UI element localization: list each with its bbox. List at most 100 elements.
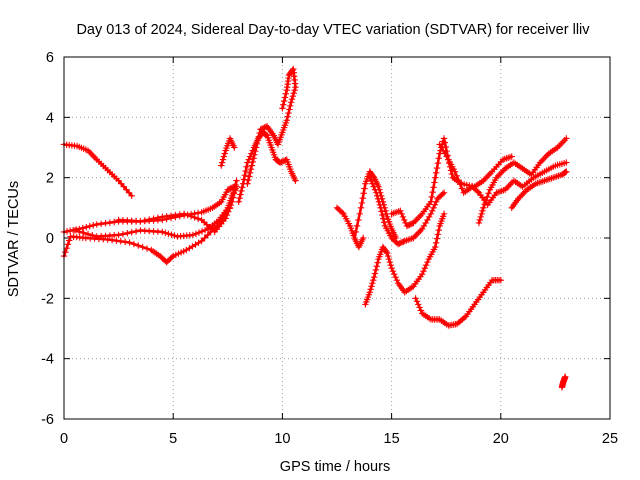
data-point xyxy=(171,232,178,239)
data-point xyxy=(236,194,243,202)
x-tick-label: 25 xyxy=(602,431,618,447)
data-point xyxy=(253,140,261,148)
series-11 xyxy=(362,210,448,308)
data-point xyxy=(369,180,376,187)
data-point xyxy=(145,216,153,223)
data-point xyxy=(508,153,515,160)
data-point xyxy=(233,177,240,184)
data-point xyxy=(218,162,225,169)
data-point xyxy=(201,226,209,234)
data-point xyxy=(62,248,69,256)
data-point xyxy=(375,198,383,205)
data-point xyxy=(246,173,253,180)
data-point xyxy=(417,307,425,314)
data-point xyxy=(398,210,405,218)
data-point xyxy=(432,239,440,247)
data-point xyxy=(372,266,380,274)
data-point xyxy=(221,150,228,157)
data-point xyxy=(433,235,441,242)
data-point xyxy=(451,168,459,175)
data-point xyxy=(397,207,404,215)
data-point xyxy=(247,166,255,173)
data-point xyxy=(370,274,378,281)
data-point xyxy=(380,215,387,222)
data-point xyxy=(352,228,359,236)
data-point xyxy=(440,135,448,142)
data-point xyxy=(104,236,111,243)
data-point xyxy=(430,204,437,212)
data-point xyxy=(154,214,162,221)
x-tick-label: 5 xyxy=(169,431,177,447)
data-point xyxy=(286,70,294,78)
data-point xyxy=(422,261,430,269)
data-point xyxy=(192,230,200,237)
data-point xyxy=(198,237,205,245)
data-point xyxy=(255,133,263,140)
series-5 xyxy=(115,177,240,236)
data-point xyxy=(374,195,382,202)
data-point xyxy=(379,211,386,219)
series-1 xyxy=(60,141,135,199)
data-point xyxy=(143,245,151,252)
data-point xyxy=(167,212,175,219)
data-point xyxy=(382,207,389,215)
data-point xyxy=(389,267,397,275)
data-point xyxy=(412,295,419,302)
data-point xyxy=(371,270,379,277)
data-point xyxy=(290,90,297,97)
data-point xyxy=(440,189,448,196)
data-point xyxy=(204,231,211,239)
data-point xyxy=(285,109,292,117)
data-point xyxy=(367,286,374,293)
data-point xyxy=(357,204,365,212)
data-point xyxy=(113,237,120,244)
grid xyxy=(64,57,610,419)
data-point xyxy=(84,230,92,238)
data-point xyxy=(351,234,358,242)
data-point xyxy=(428,193,435,201)
data-point xyxy=(399,213,407,221)
data-point xyxy=(420,267,427,275)
data-point xyxy=(376,201,384,209)
data-point xyxy=(102,220,109,227)
data-point xyxy=(159,228,166,236)
data-point xyxy=(361,185,368,192)
data-point xyxy=(141,217,149,224)
data-point xyxy=(355,216,362,224)
data-point xyxy=(373,263,380,270)
data-point xyxy=(429,207,436,215)
y-axis-label: SDTVAR / TECUs xyxy=(6,181,22,297)
data-point xyxy=(184,211,191,219)
data-point xyxy=(226,205,233,212)
data-point xyxy=(366,289,373,296)
data-point xyxy=(440,210,448,218)
y-tick-label: -6 xyxy=(41,412,54,428)
data-point xyxy=(401,216,408,224)
data-point xyxy=(369,280,376,287)
data-point xyxy=(484,193,491,201)
data-point xyxy=(252,147,259,155)
data-point xyxy=(240,176,248,183)
data-point xyxy=(360,190,367,197)
data-point xyxy=(416,304,423,311)
series-14 xyxy=(436,141,570,209)
data-point xyxy=(458,185,466,192)
x-tick-labels: 0 5 10 15 20 25 xyxy=(60,431,618,447)
data-point xyxy=(415,301,422,308)
data-point xyxy=(434,159,442,167)
data-point xyxy=(227,201,235,209)
data-point xyxy=(66,237,73,244)
data-point xyxy=(237,191,244,198)
data-point xyxy=(115,231,122,239)
data-point xyxy=(279,105,286,112)
data-point xyxy=(431,201,439,209)
series-layer xyxy=(60,65,570,391)
data-point xyxy=(139,243,146,251)
data-point xyxy=(485,190,492,197)
data-point xyxy=(434,231,442,238)
data-point xyxy=(130,240,138,248)
data-point xyxy=(392,274,399,281)
series-16 xyxy=(508,168,570,212)
data-point xyxy=(191,214,198,221)
data-point xyxy=(63,228,71,235)
